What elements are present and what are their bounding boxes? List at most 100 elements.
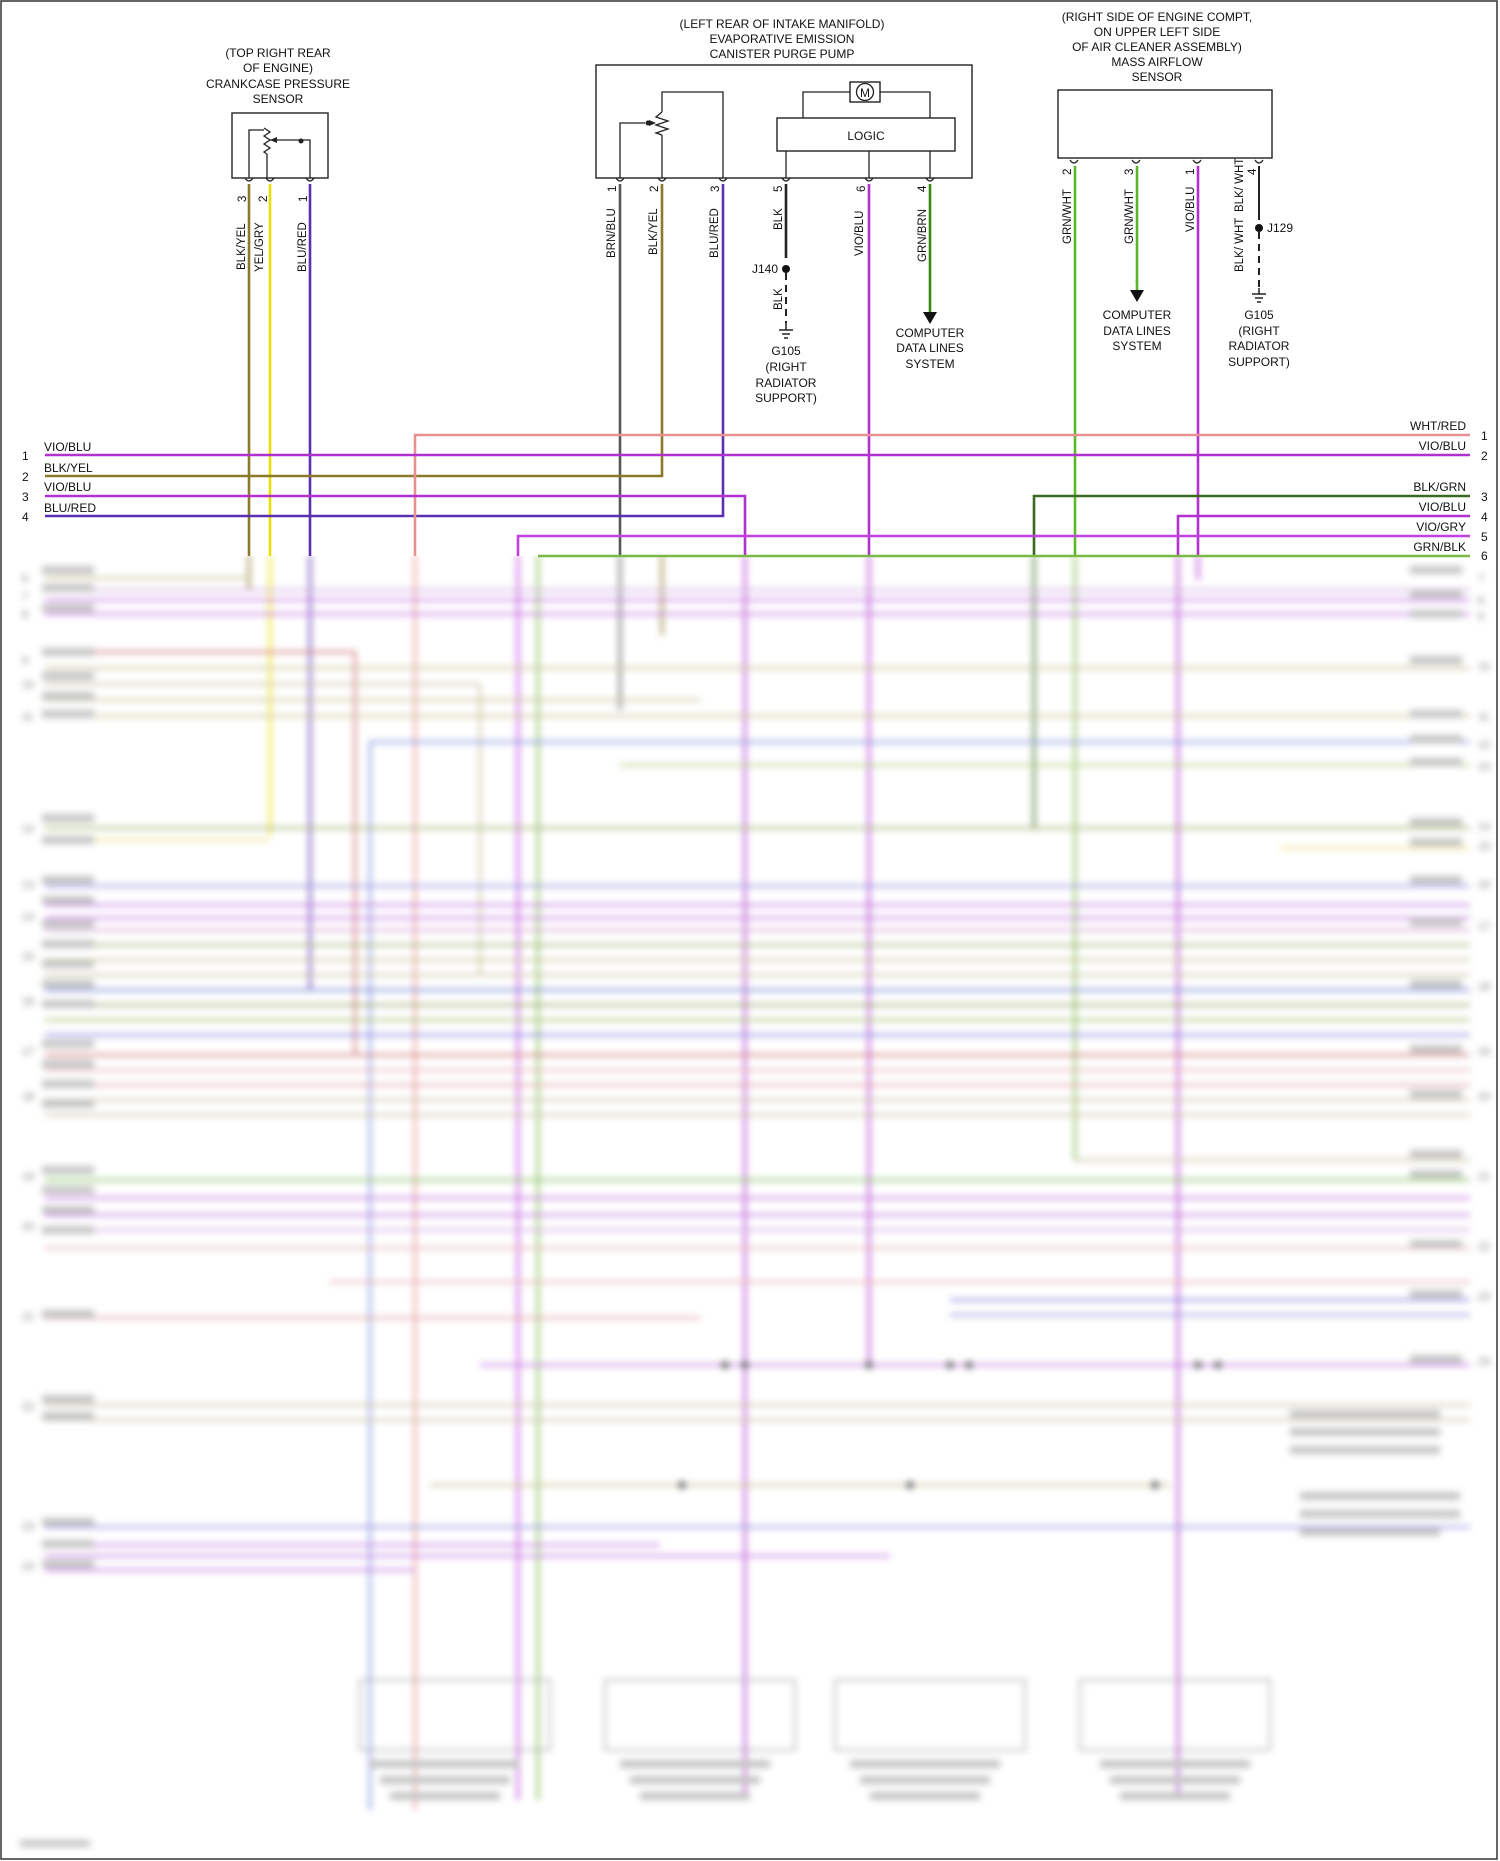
wire-purge-pin2 [45,184,664,478]
maf-ground-line-1: G105 [1244,308,1274,322]
wire-right-1 [413,433,1470,556]
purge-ground-line-2: (RIGHT [765,360,807,374]
purge-ground-line-4: SUPPORT) [755,391,817,405]
arrow-down-icon [923,312,937,324]
svg-text:12: 12 [1478,739,1490,751]
blur-pin-labels: 6 7 8 9 10 11 12 13 14 15 16 17 18 19 20 21 22 23 24… [22,573,1490,1573]
svg-text:13: 13 [1478,761,1490,773]
crank-wire-2-label: YEL/GRY [254,222,266,272]
crankcase-pressure-sensor: (TOP RIGHT REAR OF ENGINE) CRANKCASE PRE… [206,46,350,179]
right-wire-4-label: VIO/BLU [1419,500,1466,514]
maf-sensor: (RIGHT SIDE OF ENGINE COMPT, ON UPPER LE… [1057,10,1273,159]
svg-text:22: 22 [1478,1241,1490,1253]
maf-ground-line-2: (RIGHT [1238,324,1280,338]
crankcase-sensor-box [231,112,329,179]
svg-text:7: 7 [1478,573,1484,585]
maf-data-line-3: SYSTEM [1112,339,1161,353]
purge-title-line-2: EVAPORATIVE EMISSION [710,32,855,46]
svg-text:19: 19 [1478,1046,1490,1058]
blurred-lower-section: 6 7 8 9 10 11 12 13 14 15 16 17 18 19 20 21 22 23 24… [20,555,1490,1847]
maf-wire-2-label: GRN/WHT [1124,189,1136,244]
svg-text:15: 15 [22,951,34,963]
maf-title-line-5: SENSOR [1132,70,1183,84]
svg-text:16: 16 [1478,879,1490,891]
blur-actuators [359,1361,1271,1751]
left-pin-4-num: 4 [22,510,29,524]
svg-text:24: 24 [22,1561,34,1573]
right-pin-6-num: 6 [1481,549,1488,563]
svg-text:8: 8 [1478,595,1484,607]
purge-logic-box [776,117,956,152]
crank-pin-3-num: 3 [237,196,249,202]
j140-splice-dot [782,265,790,273]
svg-text:9: 9 [1478,611,1484,623]
maf-pin-3-num: 3 [1124,169,1136,175]
purge-ground-wire-label: BLK [773,288,785,310]
purge-wire-3-label: BLU/RED [709,208,721,258]
svg-text:10: 10 [1478,661,1490,673]
purge-wire-6-label: VIO/BLU [854,211,866,256]
svg-text:17: 17 [22,1046,34,1058]
maf-ground-line-4: SUPPORT) [1228,355,1290,369]
svg-text:14: 14 [1478,821,1490,833]
purge-ground-line-1: G105 [771,344,801,358]
crank-pin-2-num: 2 [258,196,270,202]
right-pin-3-num: 3 [1481,490,1488,504]
maf-title-line-1: (RIGHT SIDE OF ENGINE COMPT, [1062,10,1252,24]
purge-pin-6-num: 6 [856,186,868,192]
left-pin-2-num: 2 [22,470,29,484]
maf-pin-4-num: 4 [1247,168,1259,175]
maf-ground-line-3: RADIATOR [1229,339,1290,353]
svg-text:18: 18 [22,1091,34,1103]
ground-icon [1252,288,1266,303]
svg-text:13: 13 [22,879,34,891]
left-wire-2-label: BLK/YEL [44,461,93,475]
crank-wire-1-label: BLK/YEL [236,223,248,270]
purge-ground-line-3: RADIATOR [756,376,817,390]
purge-pin-4-num: 4 [917,185,929,192]
svg-text:23: 23 [22,1521,34,1533]
purge-logic-label: LOGIC [847,129,885,143]
maf-title-line-2: ON UPPER LEFT SIDE [1094,25,1220,39]
purge-ground: J140 G105 (RIGHT RADIATOR SUPPORT) [752,262,817,405]
upper-wires [45,166,1470,558]
left-pin-3-num: 3 [22,490,29,504]
svg-text:20: 20 [1478,1091,1490,1103]
maf-pin-2-num: 2 [1062,169,1074,175]
maf-title-line-4: MASS AIRFLOW [1111,55,1203,69]
motor-label: M [860,86,870,100]
svg-text:7: 7 [22,591,28,603]
svg-text:22: 22 [22,1401,34,1413]
ground-icon [779,323,793,339]
left-wire-1-label: VIO/BLU [44,440,91,454]
purge-potentiometer-icon [619,91,724,178]
vertical-pin-labels: 3 2 1 BLK/YEL YEL/GRY BLU/RED 1 2 3 5 6 … [236,158,1259,310]
crankcase-title-line-2: OF ENGINE) [243,61,313,75]
svg-text:8: 8 [22,609,28,621]
blur-label-blocks [20,566,1462,1847]
svg-text:24: 24 [1478,1356,1490,1368]
svg-text:11: 11 [1478,711,1489,723]
purge-pin-3-num: 3 [710,186,722,192]
purge-data-line-1: COMPUTER [896,326,965,340]
svg-text:21: 21 [1478,1171,1490,1183]
left-wire-4-label: BLU/RED [44,501,96,515]
crankcase-title-line-3: CRANKCASE PRESSURE [206,77,350,91]
right-wire-5-label: VIO/GRY [1416,520,1466,534]
maf-pin-1-num: 1 [1185,169,1197,175]
arrow-down-icon [1130,290,1144,302]
svg-text:14: 14 [22,911,34,923]
purge-pin-5-num: 5 [773,186,785,192]
right-pin-5-num: 5 [1481,530,1488,544]
left-connector: 1 VIO/BLU 2 BLK/YEL 3 VIO/BLU 4 BLU/RED [22,440,96,524]
svg-text:17: 17 [1478,921,1490,933]
j129-splice-dot [1255,224,1263,232]
crank-wire-3-label: BLU/RED [297,222,309,272]
svg-text:15: 15 [1478,841,1490,853]
maf-data-line-1: COMPUTER [1103,308,1172,322]
purge-pump: (LEFT REAR OF INTAKE MANIFOLD) EVAPORATI… [595,17,973,179]
svg-text:18: 18 [1478,981,1490,993]
right-pin-2-num: 2 [1481,449,1488,463]
crankcase-title-line-1: (TOP RIGHT REAR [225,46,331,60]
